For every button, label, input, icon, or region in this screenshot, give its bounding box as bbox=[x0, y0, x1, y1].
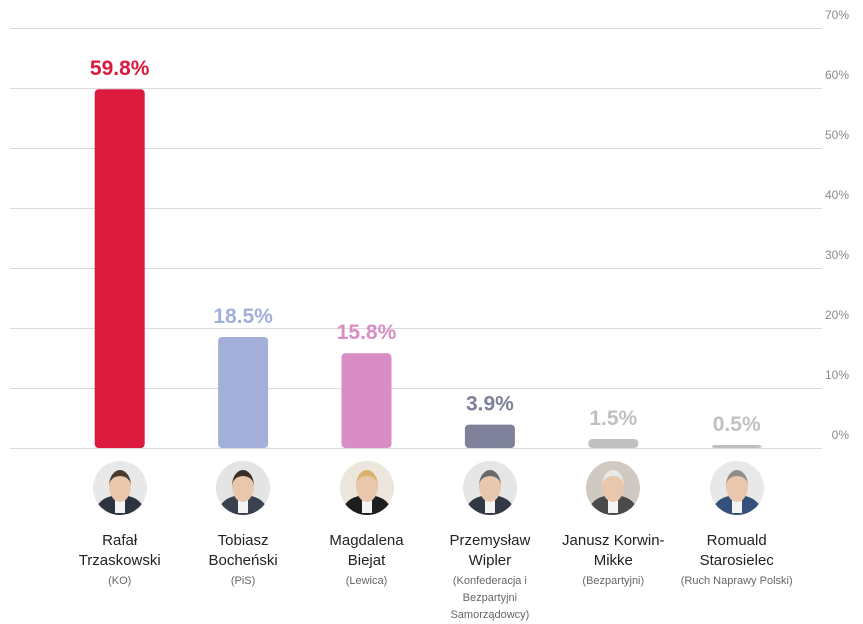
candidate-party: (Ruch Naprawy Polski) bbox=[680, 575, 793, 587]
candidate-party: (Lewica) bbox=[345, 575, 388, 587]
candidate-3[interactable]: Magdalena Biejat (Lewica) bbox=[305, 461, 429, 590]
value-label: 18.5% bbox=[213, 305, 273, 328]
candidate-name-line2: Mikke bbox=[593, 552, 633, 569]
y-tick-label: 70% bbox=[825, 8, 849, 22]
bar-2[interactable] bbox=[218, 337, 269, 448]
candidate-name-line1: Magdalena bbox=[329, 532, 404, 549]
y-tick-label: 20% bbox=[825, 308, 849, 322]
candidate-name-line1: Przemysław bbox=[449, 532, 531, 549]
value-label: 15.8% bbox=[337, 321, 397, 344]
y-tick-label: 50% bbox=[825, 128, 849, 142]
candidate-photo bbox=[339, 461, 394, 515]
candidate-name-line1: Tobiasz bbox=[217, 532, 269, 549]
y-tick-label: 30% bbox=[825, 248, 849, 262]
candidate-photo bbox=[586, 461, 641, 515]
y-tick-label: 60% bbox=[825, 68, 849, 82]
y-tick-label: 40% bbox=[825, 188, 849, 202]
candidate-name-line2: Starosielec bbox=[699, 552, 774, 569]
candidate-party: (Bezpartyjni) bbox=[582, 575, 645, 587]
value-label: 0.5% bbox=[713, 413, 761, 436]
candidate-name: Romuald Starosielec bbox=[675, 531, 799, 571]
candidate-4[interactable]: Przemysław Wipler (Konfederacja i Bezparty… bbox=[428, 461, 552, 624]
value-label: 1.5% bbox=[589, 407, 637, 430]
value-label: 3.9% bbox=[466, 393, 514, 416]
candidate-5[interactable]: Janusz Korwin- Mikke (Bezpartyjni) bbox=[551, 461, 675, 590]
candidate-name: Przemysław Wipler bbox=[428, 531, 552, 571]
candidate-name-line1: Romuald bbox=[706, 532, 767, 549]
candidate-name-line2: Biejat bbox=[347, 552, 386, 569]
value-label: 59.8% bbox=[90, 57, 150, 80]
candidate-name-line2: Trzaskowski bbox=[78, 552, 161, 569]
candidate-2[interactable]: Tobiasz Bocheński (PiS) bbox=[181, 461, 305, 590]
candidate-name: Magdalena Biejat bbox=[305, 531, 429, 571]
bar-5[interactable] bbox=[588, 439, 639, 448]
candidate-photo bbox=[216, 461, 271, 515]
y-tick-label: 0% bbox=[832, 428, 850, 442]
candidate-party: (KO) bbox=[108, 575, 132, 587]
candidate-party: (Konfederacja i Bezpartyjni Samorządowcy… bbox=[450, 575, 530, 621]
y-tick-label: 10% bbox=[825, 368, 849, 382]
candidate-name: Janusz Korwin- Mikke bbox=[551, 531, 675, 571]
bar-1[interactable] bbox=[94, 89, 145, 448]
candidate-photo bbox=[92, 461, 147, 515]
candidate-name-line2: Wipler bbox=[468, 552, 512, 569]
candidate-1[interactable]: Rafał Trzaskowski (KO) bbox=[58, 461, 182, 590]
candidate-photo bbox=[709, 461, 764, 515]
candidate-name-line1: Janusz Korwin- bbox=[562, 532, 665, 549]
bar-3[interactable] bbox=[341, 353, 392, 448]
candidate-photo bbox=[462, 461, 517, 515]
bar-4[interactable] bbox=[464, 424, 515, 448]
candidate-name: Tobiasz Bocheński bbox=[181, 531, 305, 571]
candidate-name: Rafał Trzaskowski bbox=[58, 531, 182, 571]
candidate-party: (PiS) bbox=[230, 575, 256, 587]
candidate-6[interactable]: Romuald Starosielec (Ruch Naprawy Polski) bbox=[675, 461, 799, 590]
candidate-name-line2: Bocheński bbox=[208, 552, 278, 569]
bar-6[interactable] bbox=[711, 445, 762, 448]
candidate-name-line1: Rafał bbox=[102, 532, 138, 549]
